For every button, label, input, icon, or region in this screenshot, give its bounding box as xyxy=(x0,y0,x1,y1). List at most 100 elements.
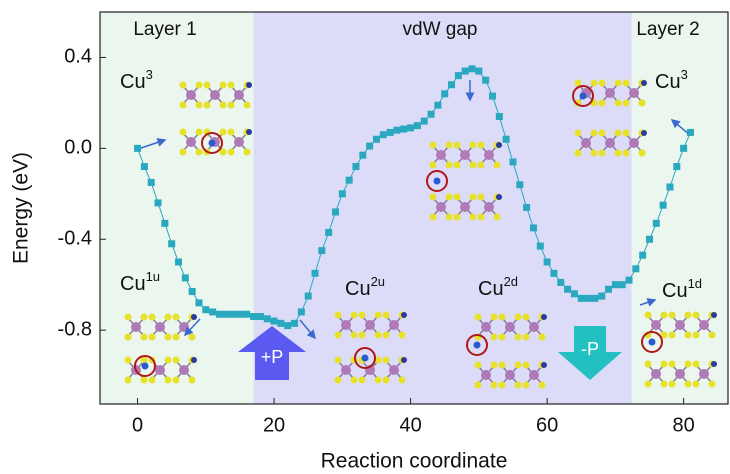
atom-s xyxy=(383,377,390,384)
atom-s xyxy=(149,334,156,341)
atom-cu xyxy=(246,82,252,88)
atom-s xyxy=(196,129,203,136)
atom-s xyxy=(244,102,251,109)
atom-s xyxy=(623,80,630,87)
atom-s xyxy=(693,381,700,388)
atom-s xyxy=(173,334,180,341)
data-point xyxy=(537,243,544,250)
data-point xyxy=(482,77,489,84)
atom-s xyxy=(615,80,622,87)
atom-metal xyxy=(675,320,685,330)
atom-s xyxy=(165,314,172,321)
atom-s xyxy=(591,130,598,137)
atom-s xyxy=(351,312,358,319)
data-point xyxy=(339,190,346,197)
atom-s xyxy=(189,377,196,384)
atom-s xyxy=(685,361,692,368)
atom-cu xyxy=(711,312,717,318)
x-tick-label: 60 xyxy=(536,414,558,436)
data-point xyxy=(585,295,592,302)
atom-metal xyxy=(529,370,539,380)
atom-s xyxy=(430,162,437,169)
atom-s xyxy=(669,332,676,339)
annotation-sup: 2d xyxy=(504,274,518,289)
atom-s xyxy=(669,381,676,388)
polarization-label: -P xyxy=(581,339,599,359)
atom-s xyxy=(615,150,622,157)
data-point xyxy=(141,163,148,170)
atom-s xyxy=(196,82,203,89)
data-point xyxy=(305,293,312,300)
atom-cu xyxy=(362,355,369,362)
atom-s xyxy=(539,334,546,341)
data-point xyxy=(653,220,660,227)
annotation-text: Cu xyxy=(120,273,146,295)
data-point xyxy=(168,240,175,247)
atom-s xyxy=(173,314,180,321)
atom-s xyxy=(685,332,692,339)
atom-s xyxy=(475,382,482,389)
annotation-text: Cu xyxy=(120,71,146,93)
atom-s xyxy=(125,357,132,364)
atom-s xyxy=(515,362,522,369)
atom-cu xyxy=(496,142,502,148)
atom-s xyxy=(383,312,390,319)
atom-s xyxy=(125,377,132,384)
y-tick-label: -0.8 xyxy=(58,318,92,340)
atom-s xyxy=(446,162,453,169)
data-point xyxy=(216,311,223,318)
atom-s xyxy=(454,214,461,221)
data-point xyxy=(298,308,305,315)
data-point xyxy=(612,281,619,288)
data-point xyxy=(134,145,141,152)
atom-metal xyxy=(436,150,446,160)
atom-s xyxy=(196,102,203,109)
atom-metal xyxy=(436,202,446,212)
x-tick-label: 0 xyxy=(132,414,143,436)
atom-s xyxy=(615,100,622,107)
atom-s xyxy=(359,377,366,384)
atom-s xyxy=(685,381,692,388)
atom-metal xyxy=(484,150,494,160)
atom-s xyxy=(575,150,582,157)
atom-metal xyxy=(460,202,470,212)
atom-s xyxy=(180,129,187,136)
atom-s xyxy=(623,150,630,157)
atom-s xyxy=(478,142,485,149)
atom-s xyxy=(446,214,453,221)
data-point xyxy=(291,320,298,327)
data-point xyxy=(271,318,278,325)
chart: Layer 1vdW gapLayer 2 +P-P Cu3Cu1uCu2uCu… xyxy=(0,0,730,474)
atom-s xyxy=(165,357,172,364)
data-point xyxy=(243,311,250,318)
atom-s xyxy=(478,214,485,221)
atom-s xyxy=(693,332,700,339)
data-point xyxy=(564,286,571,293)
atom-s xyxy=(165,334,172,341)
data-point xyxy=(312,270,319,277)
atom-cu xyxy=(580,93,587,100)
atom-s xyxy=(661,361,668,368)
data-point xyxy=(318,247,325,254)
atom-s xyxy=(399,332,406,339)
atom-metal xyxy=(341,365,351,375)
atom-s xyxy=(491,382,498,389)
data-point xyxy=(230,311,237,318)
atom-s xyxy=(494,162,501,169)
atom-s xyxy=(669,361,676,368)
atom-s xyxy=(515,314,522,321)
atom-s xyxy=(491,334,498,341)
data-point xyxy=(407,124,414,131)
atom-s xyxy=(475,362,482,369)
atom-s xyxy=(454,142,461,149)
atom-s xyxy=(359,312,366,319)
atom-s xyxy=(523,334,530,341)
atom-s xyxy=(399,377,406,384)
atom-metal xyxy=(605,138,615,148)
atom-s xyxy=(173,357,180,364)
atom-s xyxy=(454,162,461,169)
atom-metal xyxy=(505,370,515,380)
annotation-sup: 3 xyxy=(681,67,688,82)
data-point xyxy=(264,315,271,322)
